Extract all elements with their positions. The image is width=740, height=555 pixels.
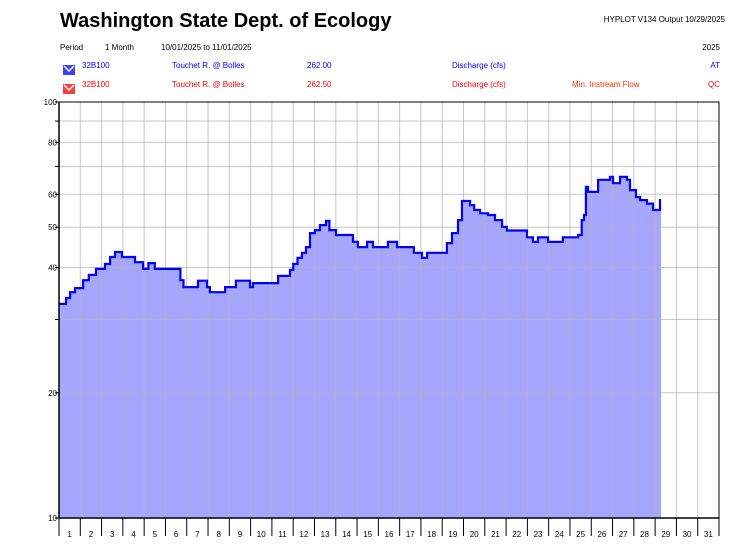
y-tick-label: 50 (48, 223, 57, 232)
legend-note: Min. Instream Flow (572, 80, 640, 89)
legend-site: Touchet R. @ Bolles (172, 80, 245, 89)
x-tick-label: 29 (661, 530, 670, 539)
x-tick-label: 16 (385, 530, 394, 539)
x-tick-label: 11 (278, 530, 287, 539)
y-tick-label: 40 (48, 264, 57, 273)
x-tick-label: 26 (597, 530, 606, 539)
x-tick-label: 15 (363, 530, 372, 539)
x-tick-label: 19 (448, 530, 457, 539)
y-tick-label: 10 (48, 514, 57, 523)
x-tick-label: 31 (704, 530, 713, 539)
page-title: Washington State Dept. of Ecology (60, 10, 392, 32)
legend-parameter: Discharge (cfs) (452, 80, 506, 89)
x-tick-label: 14 (342, 530, 351, 539)
x-tick-label: 21 (491, 530, 500, 539)
x-tick-label: 3 (110, 530, 115, 539)
x-tick-label: 23 (534, 530, 543, 539)
x-tick-label: 13 (321, 530, 330, 539)
legend-parameter: Discharge (cfs) (452, 61, 506, 70)
x-tick-label: 5 (153, 530, 158, 539)
x-tick-label: 2 (89, 530, 94, 539)
y-tick-label: 80 (48, 138, 57, 147)
legend-site: Touchet R. @ Bolles (172, 61, 245, 70)
y-tick-label: 60 (48, 190, 57, 199)
x-tick-label: 28 (640, 530, 649, 539)
x-tick-label: 25 (576, 530, 585, 539)
legend-flag: QC (708, 80, 720, 89)
x-tick-label: 1 (67, 530, 72, 539)
software-version: HYPLOT V134 Output 10/29/2025 (603, 15, 725, 24)
x-tick-label: 27 (619, 530, 628, 539)
x-tick-label: 22 (512, 530, 521, 539)
hydrograph-marker-icon (63, 81, 75, 99)
x-tick-label: 24 (555, 530, 564, 539)
legend-variable-code: 262.50 (307, 80, 332, 89)
y-tick-label: 20 (48, 389, 57, 398)
x-tick-label: 6 (174, 530, 179, 539)
legend-station: 32B100 (82, 61, 110, 70)
period-value: 1 Month (105, 43, 134, 52)
period-label: Period (60, 43, 84, 52)
x-tick-label: 8 (216, 530, 221, 539)
x-tick-label: 17 (406, 530, 415, 539)
year-label: 2025 (702, 43, 720, 52)
legend-variable-code: 262.00 (307, 61, 332, 70)
discharge-line (59, 175, 662, 305)
x-tick-label: 4 (131, 530, 136, 539)
x-tick-label: 9 (238, 530, 243, 539)
x-tick-label: 10 (257, 530, 266, 539)
hydrograph-marker-icon (63, 62, 75, 80)
x-tick-label: 12 (299, 530, 308, 539)
x-tick-label: 20 (470, 530, 479, 539)
legend-flag: AT (710, 61, 720, 70)
discharge-area (59, 176, 662, 519)
y-tick-label: 100 (44, 98, 58, 107)
x-tick-label: 7 (195, 530, 200, 539)
x-tick-label: 30 (683, 530, 692, 539)
date-range: 10/01/2025 to 11/01/2025 (161, 43, 252, 52)
legend-station: 32B100 (82, 80, 110, 89)
x-tick-label: 18 (427, 530, 436, 539)
